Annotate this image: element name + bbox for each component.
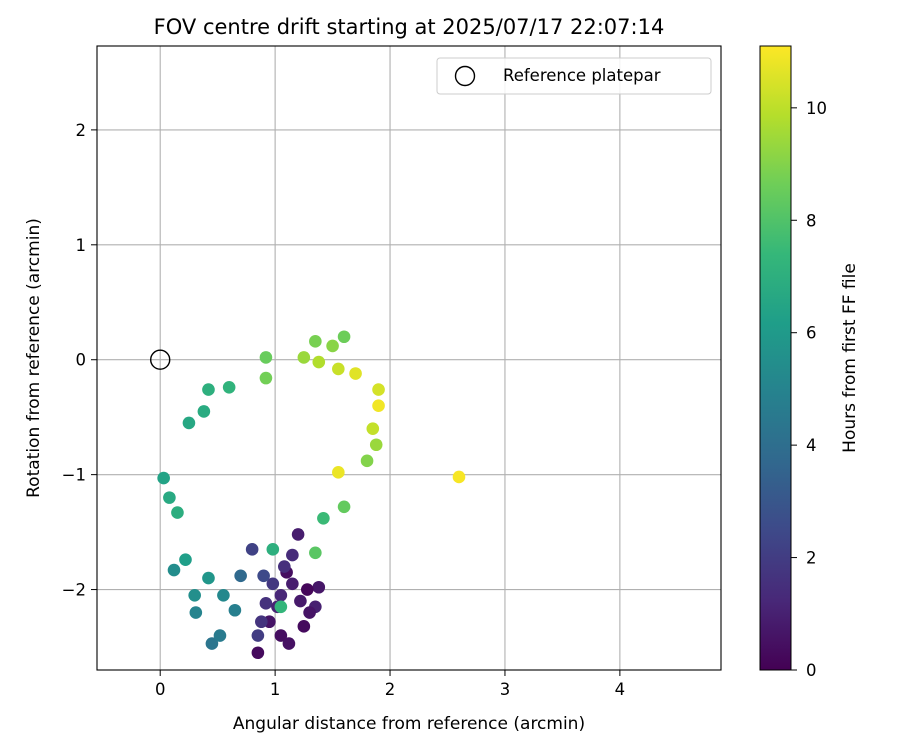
scatter-point: [157, 471, 170, 485]
colorbar-ticks: 0 2 4 6 8 10: [791, 99, 827, 680]
colorbar-tick-label: 2: [806, 549, 817, 568]
scatter-point: [274, 629, 288, 642]
scatter-point: [205, 637, 219, 650]
scatter-point: [332, 466, 345, 479]
scatter-point: [332, 362, 345, 376]
y-axis-ticks: −2 −1 0 1 2: [62, 121, 97, 600]
reference-platepar-marker: [150, 349, 171, 370]
grid: [97, 46, 721, 670]
scatter-point: [360, 454, 374, 468]
scatter-point: [222, 381, 236, 394]
scatter-point: [179, 553, 192, 566]
colorbar-tick-label: 0: [806, 661, 817, 680]
colorbar-tick-label: 8: [806, 211, 817, 230]
scatter-point: [286, 577, 299, 591]
scatter-point: [251, 629, 265, 642]
scatter-point: [317, 512, 330, 525]
legend: Reference platepar: [436, 57, 712, 95]
scatter-point: [309, 335, 322, 348]
scatter-point: [163, 491, 176, 504]
scatter-point: [337, 330, 351, 344]
scatter-point: [372, 383, 385, 396]
x-tick-label: 2: [385, 680, 396, 699]
scatter-point: [282, 637, 296, 650]
scatter-point: [189, 606, 203, 619]
scatter-point: [255, 615, 268, 629]
scatter-point: [300, 583, 314, 596]
scatter-point: [278, 560, 291, 573]
scatter-point: [217, 589, 230, 602]
colorbar-tick-label: 6: [806, 324, 817, 343]
scatter-point: [312, 580, 326, 594]
scatter-point: [202, 383, 215, 396]
scatter-point: [259, 597, 273, 610]
x-tick-label: 3: [500, 680, 511, 699]
legend-box: [436, 57, 712, 95]
colorbar: 0 2 4 6 8 10 Hours from first FF file: [759, 45, 860, 680]
y-tick-label: 0: [76, 351, 87, 370]
x-axis-label: Angular distance from reference (arcmin): [233, 714, 585, 734]
legend-label: Reference platepar: [503, 66, 661, 85]
scatter-point: [259, 351, 273, 364]
scatter-point: [274, 600, 288, 614]
colorbar-tick-label: 10: [806, 99, 827, 118]
scatter-point: [303, 606, 316, 619]
scatter-point: [349, 367, 362, 380]
y-tick-label: −1: [62, 466, 86, 485]
scatter-point: [213, 629, 227, 642]
scatter-point: [197, 405, 211, 418]
scatter-point: [257, 569, 270, 583]
scatter-point: [294, 594, 307, 608]
scatter-point: [312, 355, 326, 369]
colorbar-tick-label: 4: [806, 436, 817, 455]
chart-title: FOV centre drift starting at 2025/07/17 …: [154, 15, 665, 39]
scatter-point: [266, 577, 280, 591]
scatter-point: [167, 563, 181, 577]
x-axis-ticks: 0 1 2 3 4: [155, 670, 625, 699]
scatter-point: [452, 470, 466, 484]
scatter-point: [171, 506, 184, 519]
scatter-point: [259, 371, 273, 385]
scatter-point: [251, 646, 265, 660]
x-tick-label: 4: [615, 680, 626, 699]
scatter-point: [326, 339, 339, 353]
scatter-point: [297, 351, 311, 364]
scatter-point: [369, 438, 383, 452]
y-tick-label: −2: [62, 581, 86, 600]
scatter-point: [297, 620, 311, 633]
x-tick-label: 1: [270, 680, 281, 699]
scatter-point: [286, 548, 299, 562]
scatter-point: [202, 571, 215, 585]
colorbar-gradient: [759, 45, 792, 671]
scatter-point: [245, 543, 259, 556]
scatter-point: [337, 500, 351, 514]
scatter-points: [157, 330, 466, 660]
scatter-point: [372, 399, 385, 412]
scatter-point: [366, 422, 380, 435]
colorbar-label: Hours from first FF file: [840, 263, 860, 453]
scatter-point: [182, 416, 196, 430]
y-axis-label: Rotation from reference (arcmin): [24, 218, 44, 498]
legend-marker-icon: [454, 65, 476, 87]
scatter-point: [228, 603, 242, 617]
plot-frame: [96, 45, 722, 671]
scatter-point: [266, 543, 280, 556]
y-tick-label: 2: [76, 121, 87, 140]
scatter-point: [291, 528, 305, 541]
scatter-point: [234, 569, 247, 583]
x-tick-label: 0: [155, 680, 166, 699]
scatter-point: [309, 546, 322, 560]
scatter-point: [274, 589, 288, 602]
scatter-point: [188, 589, 201, 602]
y-tick-label: 1: [76, 236, 87, 255]
